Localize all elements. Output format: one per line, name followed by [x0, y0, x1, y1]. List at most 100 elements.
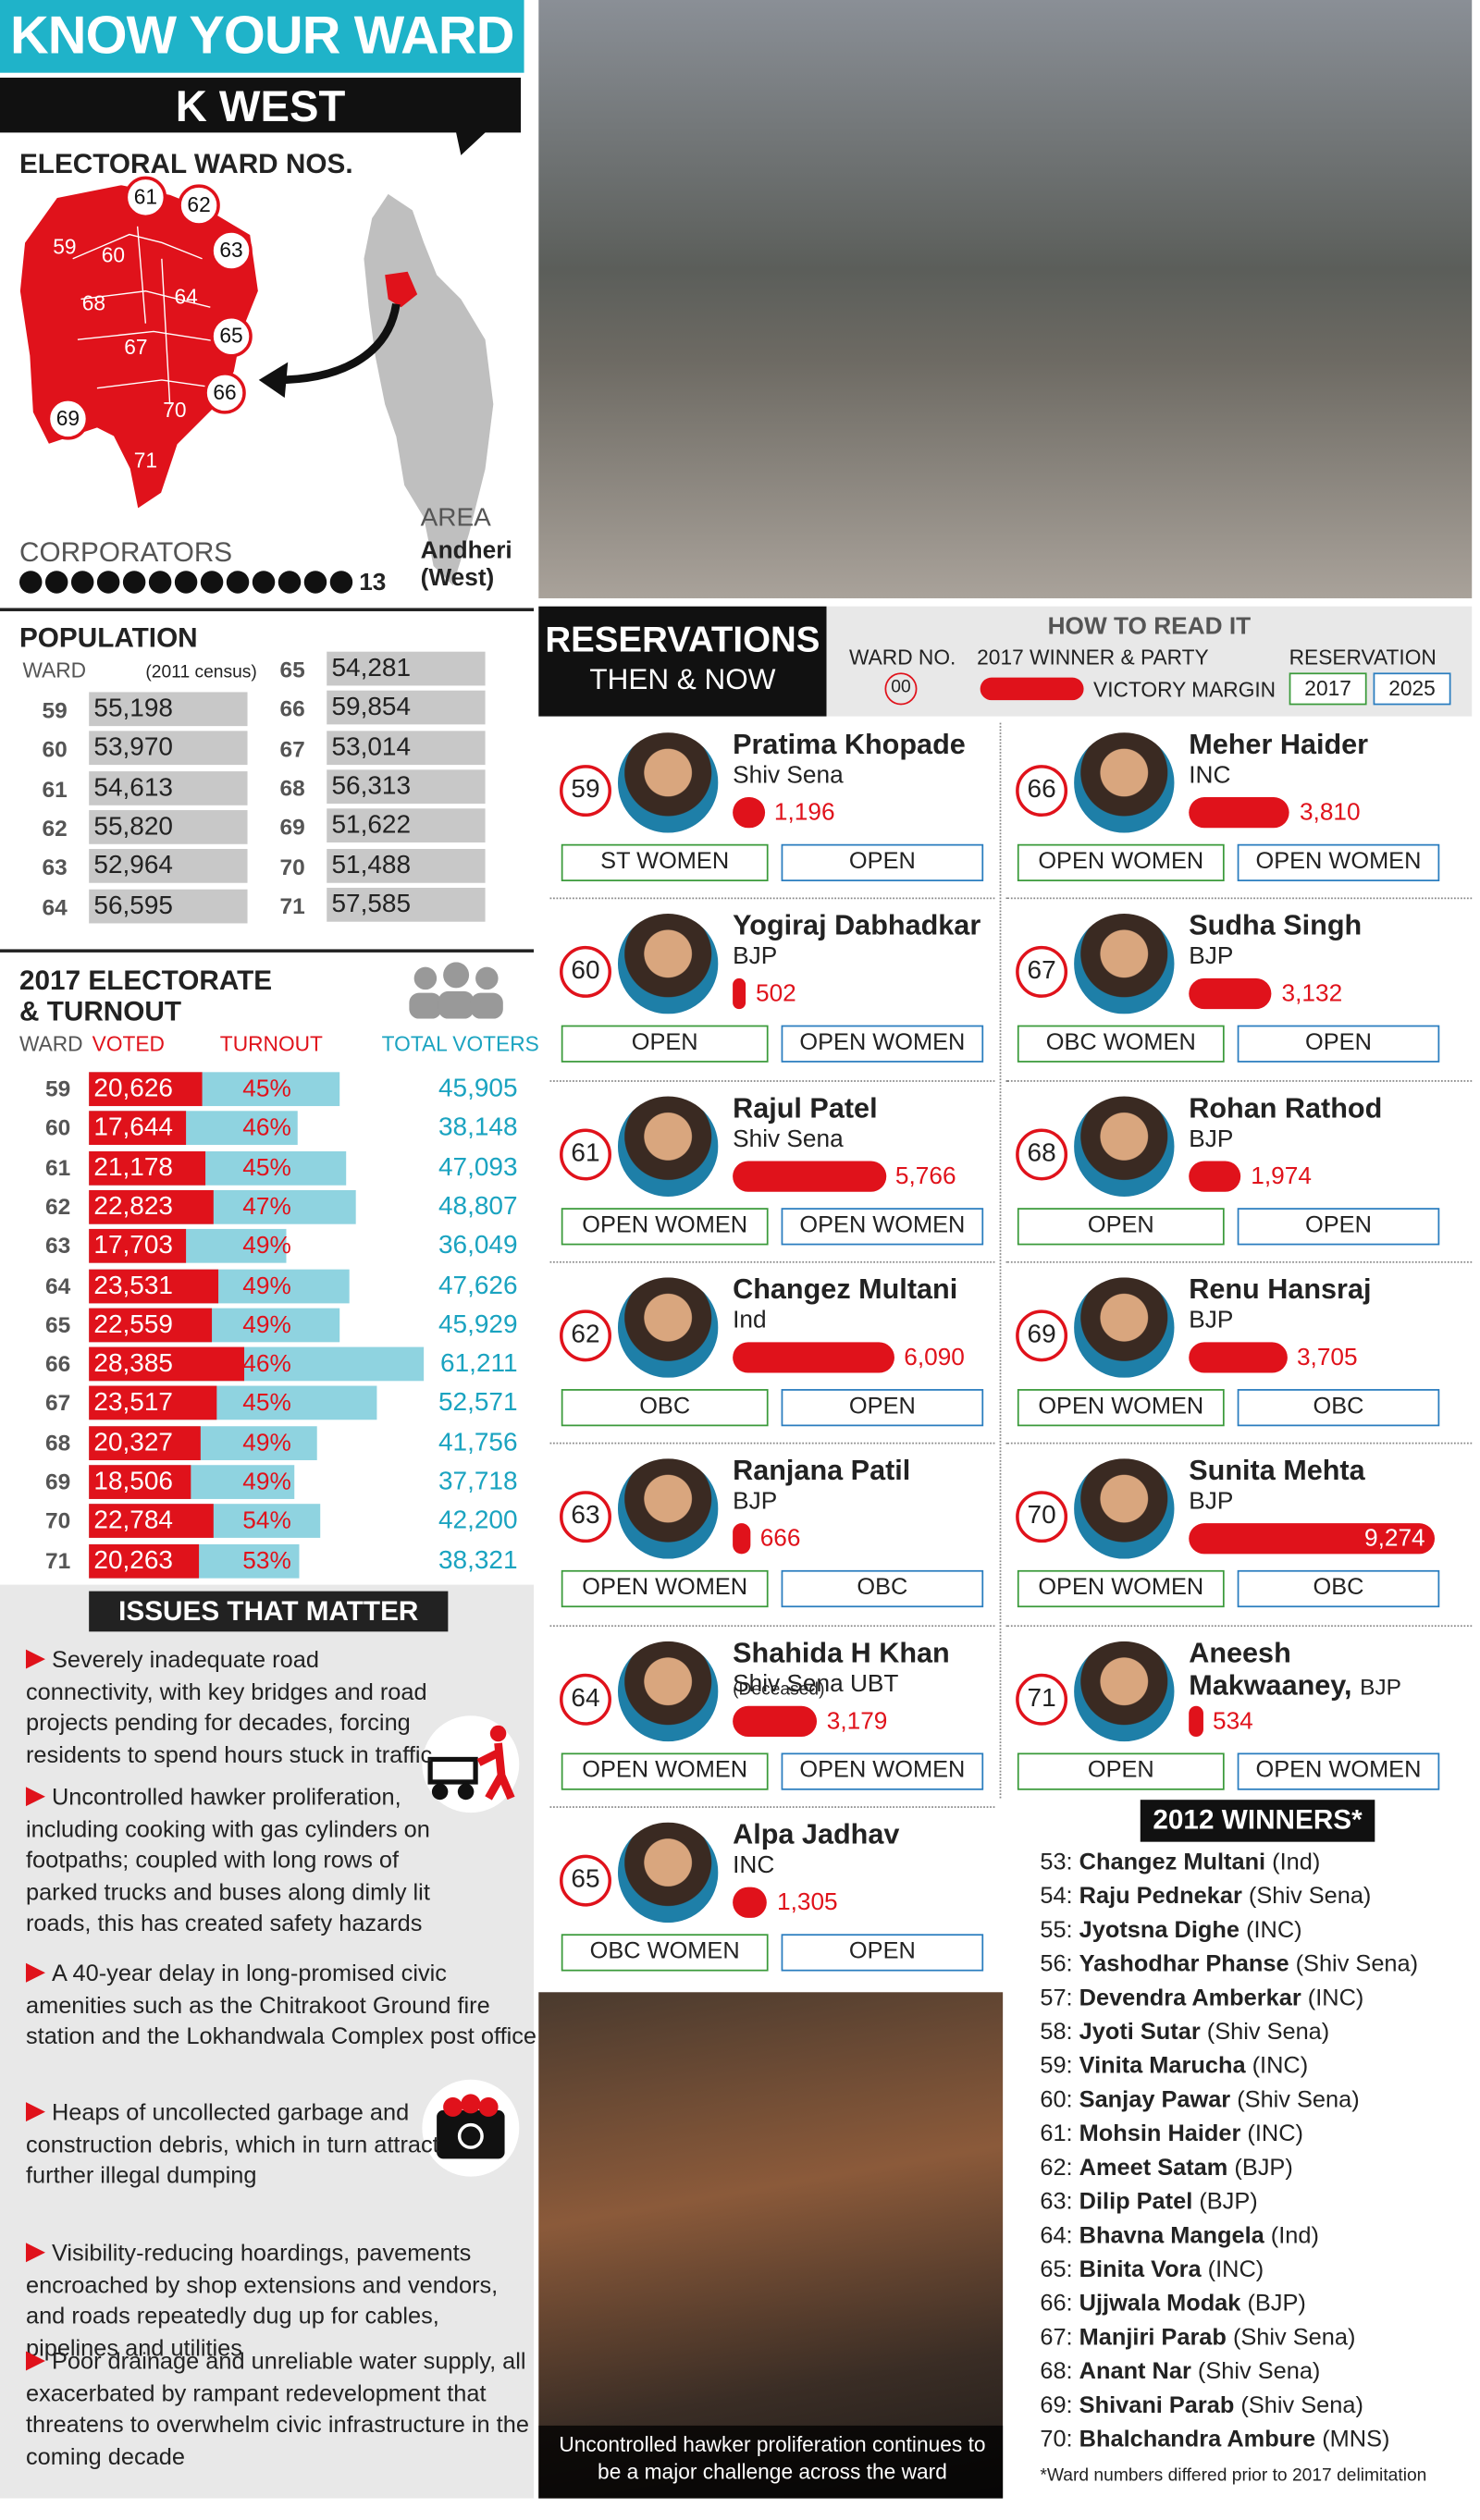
portrait	[1070, 910, 1178, 1018]
winner-row: 64: Bhavna Mangela (Ind)	[1040, 2223, 1319, 2249]
winner-ward: 64:	[1040, 2223, 1073, 2250]
voted-value: 22,784	[93, 1507, 173, 1535]
winner-name: Sanjay Pawar	[1079, 2087, 1231, 2114]
voted-value: 18,506	[93, 1468, 173, 1496]
winner-name: Ujjwala Modak	[1079, 2291, 1241, 2317]
candidate-party: BJP	[1189, 1488, 1234, 1516]
population-value: 55,198	[93, 695, 173, 723]
reservation-2025: OPEN WOMEN	[781, 1752, 984, 1789]
legend-ward-no: WARD NO.	[849, 645, 956, 670]
portrait	[1070, 1637, 1178, 1744]
population-value: 56,595	[93, 891, 173, 920]
winner-row: 55: Jyotsna Dighe (INC)	[1040, 1918, 1301, 1944]
ward-circle: 60	[560, 946, 611, 999]
candidate-name-text: Pratima Khopade	[733, 727, 966, 760]
corporator-dot	[122, 571, 146, 594]
winner-name: Binita Vora	[1079, 2257, 1202, 2284]
turnout-value: 54%	[242, 1507, 291, 1535]
reservation-2025: OPEN	[781, 1933, 984, 1972]
turnout-value: 49%	[242, 1468, 291, 1496]
candidate-name: Ranjana Patil	[733, 1454, 1016, 1486]
winner-ward: 54:	[1040, 1884, 1073, 1911]
title-bar	[0, 0, 524, 73]
legend-2025: 2025	[1373, 672, 1451, 706]
total-value: 47,093	[438, 1153, 518, 1182]
winner-party: (BJP)	[1247, 2291, 1306, 2317]
electorate-ward: 60	[44, 1114, 71, 1141]
grid-line	[549, 1260, 995, 1263]
margin-bar	[733, 1160, 886, 1192]
legend-2017: 2017	[1289, 672, 1367, 706]
candidate-party: BJP	[733, 1488, 778, 1516]
corporator-dot	[226, 571, 250, 594]
candidate-name: Rajul Patel	[733, 1091, 1016, 1124]
candidate-party: Shiv Sena UBT	[733, 1669, 899, 1698]
winner-row: 67: Manjiri Parab (Shiv Sena)	[1040, 2325, 1355, 2351]
candidate-party: Shiv Sena	[733, 1125, 844, 1153]
winner-name: Dilip Patel	[1079, 2189, 1193, 2216]
margin-label: 6,090	[904, 1343, 965, 1371]
voted-bar	[89, 1308, 213, 1342]
population-ward: 71	[279, 891, 305, 918]
electorate-ward: 70	[44, 1507, 71, 1534]
voted-value: 21,178	[93, 1153, 173, 1182]
margin-label: 5,766	[894, 1162, 956, 1190]
map-ward-label: 68	[81, 290, 106, 315]
winner-ward: 65:	[1040, 2257, 1073, 2284]
margin-bar	[733, 1704, 818, 1737]
winner-name: Bhalchandra Ambure	[1079, 2427, 1316, 2453]
corporator-dots: 13	[18, 571, 386, 595]
winner-ward: 53:	[1040, 1850, 1073, 1876]
map-ward-label: 69	[46, 398, 90, 440]
winner-party: (Shiv Sena)	[1206, 2020, 1330, 2046]
turnout-value: 46%	[242, 1114, 291, 1143]
population-box	[89, 692, 248, 727]
population-box	[89, 849, 248, 884]
candidate-name: Yogiraj Dabhadkar	[733, 909, 1016, 941]
population-box	[89, 731, 248, 766]
candidate-name: Sudha Singh	[1189, 909, 1472, 941]
issue-arrow	[25, 2351, 45, 2371]
voted-bar	[89, 1072, 203, 1107]
photo-caption-bg	[538, 2425, 1004, 2499]
arrow	[275, 302, 401, 385]
voted-value: 28,385	[93, 1350, 173, 1378]
population-ward: 67	[279, 734, 305, 761]
candidate-party: BJP	[1360, 1672, 1401, 1699]
people-icon	[409, 962, 503, 1019]
voted-bar	[89, 1229, 186, 1263]
mumbai-highlight	[385, 271, 418, 308]
ward-circle: 67	[1016, 946, 1068, 999]
winner-party: (Ind)	[1270, 2223, 1319, 2250]
winner-row: 68: Anant Nar (Shiv Sena)	[1040, 2359, 1320, 2385]
winner-party: (Shiv Sena)	[1248, 1884, 1372, 1911]
winner-row: 65: Binita Vora (INC)	[1040, 2257, 1264, 2283]
winner-ward: 61:	[1040, 2121, 1073, 2148]
grid-line	[549, 1079, 995, 1082]
corporator-dot	[252, 571, 276, 594]
electorate-title: 2017 ELECTORATE	[18, 965, 273, 997]
grid-line	[549, 1805, 995, 1808]
electorate-title: & TURNOUT	[18, 996, 182, 1027]
candidate-name-text: Sunita Mehta	[1189, 1454, 1365, 1487]
candidate-name-text: Rajul Patel	[733, 1090, 878, 1124]
ward-circle: 65	[560, 1854, 611, 1907]
winner-party: (Ind)	[1272, 1850, 1321, 1876]
issues-title-box	[89, 1591, 449, 1632]
candidate-name: Renu Hansraj	[1189, 1272, 1472, 1305]
margin-bar	[733, 797, 765, 829]
margin-bar	[1189, 1160, 1241, 1192]
population-value: 51,622	[331, 812, 412, 840]
corporator-dot	[278, 571, 302, 594]
voted-value: 17,703	[93, 1232, 173, 1260]
legend-bar	[980, 677, 1084, 701]
candidate-name: Shahida H Khan (Deceased)	[733, 1636, 1016, 1705]
area-label: AREA	[420, 504, 491, 533]
map-ward-label: 64	[174, 284, 198, 309]
voted-bar	[89, 1386, 218, 1420]
res-title: RESERVATIONS	[545, 619, 820, 660]
grid-line	[1005, 1624, 1473, 1627]
winner-party: (Shiv Sena)	[1197, 2359, 1321, 2386]
electorate-turnout-label: TURNOUT	[219, 1031, 323, 1056]
winner-party: (Shiv Sena)	[1295, 1951, 1419, 1978]
